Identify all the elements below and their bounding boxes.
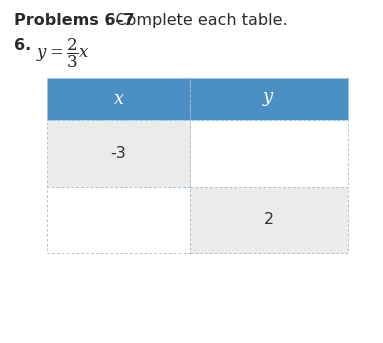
Text: $y$: $y$ — [262, 90, 275, 108]
Bar — [190, 120, 348, 187]
Text: -3: -3 — [111, 146, 126, 161]
Text: $x$: $x$ — [113, 90, 124, 108]
Text: : Complete each table.: : Complete each table. — [105, 13, 288, 28]
Bar — [47, 78, 190, 120]
Bar — [190, 187, 348, 253]
Text: $y = \dfrac{2}{3}x$: $y = \dfrac{2}{3}x$ — [36, 37, 90, 70]
Bar — [190, 78, 348, 120]
Text: 2: 2 — [264, 212, 274, 227]
Text: 6.: 6. — [14, 38, 31, 53]
Text: Problems 6–7: Problems 6–7 — [14, 13, 135, 28]
Bar — [47, 187, 190, 253]
Bar — [47, 120, 190, 187]
